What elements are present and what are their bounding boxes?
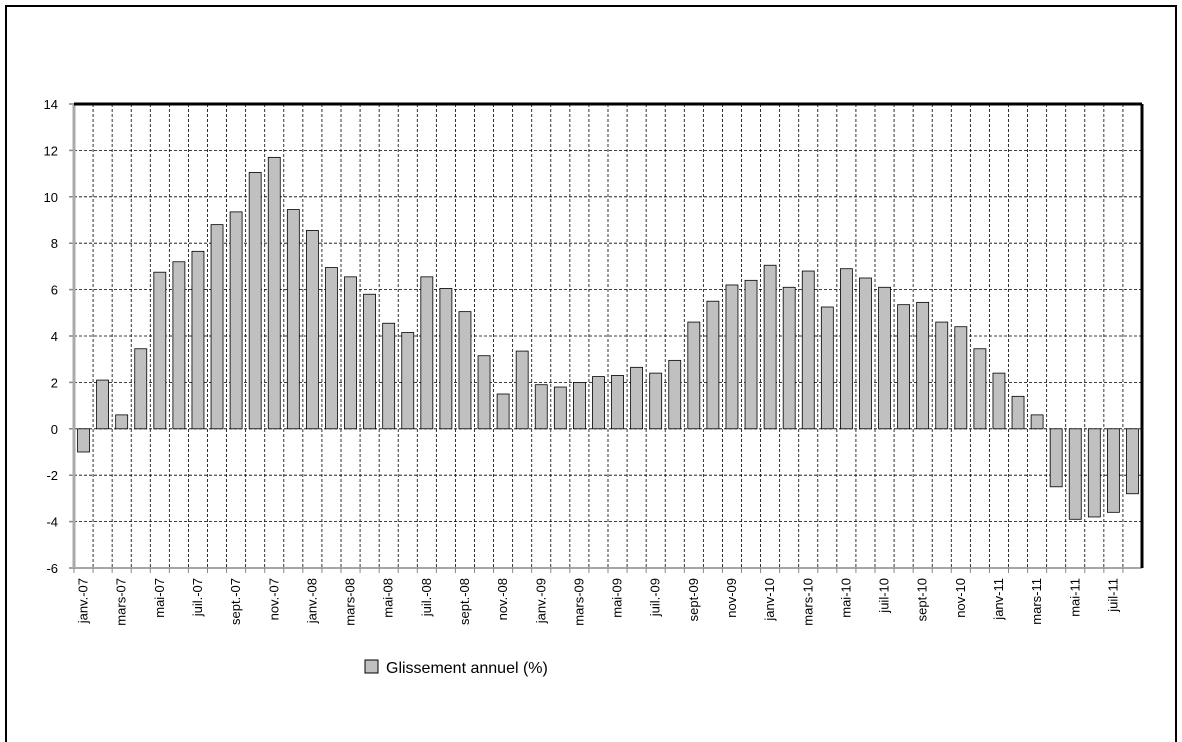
bar [611,375,624,430]
bar [763,264,777,430]
bar [935,321,949,430]
bar [553,386,567,430]
x-tick-label: juil-10 [877,578,892,614]
legend-swatch [364,659,379,674]
x-tick-label: mars-08 [343,578,358,626]
bar [458,311,472,430]
y-tick-label: 6 [51,283,58,298]
x-tick-label: nov-10 [953,578,968,618]
bar [134,348,148,430]
bar [592,376,605,430]
bar [77,428,90,453]
bar [534,384,548,430]
bar [305,230,319,430]
bar [1087,428,1101,518]
bar [1049,428,1063,488]
y-tick-label: -4 [46,515,58,530]
bar [649,372,663,430]
x-tick-label: mai-07 [152,578,167,618]
bar [420,276,434,430]
bar [897,304,911,430]
bar [954,326,968,430]
bar [725,284,739,430]
bar [153,271,167,430]
x-tick-label: sept-09 [686,578,701,621]
y-tick-label: 12 [44,143,58,158]
bar [706,300,720,430]
bar [572,381,586,430]
x-tick-label: nov.-08 [495,578,510,620]
bar [782,286,796,430]
bar [820,306,834,430]
bar [801,270,815,430]
bar [363,293,377,430]
bar [839,268,853,430]
bar [115,414,129,430]
x-tick-label: mars-11 [1029,578,1044,625]
bar [744,279,758,430]
x-tick-label: janv.-08 [304,578,319,624]
y-tick-label: 0 [51,422,58,437]
x-tick-label: janv-10 [762,578,777,622]
bar [248,172,262,430]
bar [344,276,357,430]
x-tick-label: mars-09 [571,578,586,626]
bar [1030,414,1044,430]
bar [286,209,300,430]
bar [382,322,396,430]
bar [496,393,510,430]
x-tick-label: mai-10 [838,578,853,618]
bar [210,224,224,430]
x-tick-label: sept.-07 [228,578,243,625]
x-tick-label: juil-11 [1105,578,1120,613]
x-tick-label: sept-10 [915,578,930,621]
x-tick-label: mars-10 [800,578,815,626]
x-tick-label: mai-11 [1067,578,1082,617]
x-tick-label: juil.-07 [190,578,205,617]
bar [477,355,491,430]
bar [229,211,243,430]
y-tick-label: 14 [44,97,58,112]
bar [439,288,453,430]
bar [1106,428,1120,513]
x-tick-label: mai-08 [381,578,396,618]
x-tick-label: janv.-09 [533,578,548,624]
x-tick-label: sept.-08 [457,578,472,625]
y-tick-label: 10 [44,190,58,205]
y-tick-label: -6 [46,561,58,576]
bar [992,372,1006,430]
x-tick-label: juil.-09 [648,578,663,617]
bar [172,261,186,430]
bar [630,366,644,430]
bar [515,350,529,430]
bar [1068,428,1082,520]
bar [916,301,930,430]
y-tick-label: 8 [51,236,58,251]
bar [191,250,205,430]
bar [267,156,281,430]
x-tick-label: juil.-08 [419,578,434,617]
bar [973,348,987,430]
bar [878,286,891,430]
x-tick-label: nov.-07 [266,578,281,620]
bar [1011,395,1025,430]
x-tick-label: mars-07 [114,578,129,626]
bar [687,321,701,430]
y-tick-label: 2 [51,375,58,390]
bar [96,379,110,430]
bar [1126,428,1139,495]
x-tick-label: janv.-07 [76,578,91,624]
legend-label: Glissement annuel (%) [386,660,548,677]
x-tick-label: mai-09 [610,578,625,618]
bar [401,332,415,430]
x-tick-label: nov-09 [724,578,739,618]
y-tick-label: -2 [46,468,58,483]
bar [668,359,682,430]
x-tick-label: janv-11 [991,578,1006,621]
bar [859,277,872,430]
bar [325,267,338,430]
y-tick-label: 4 [51,329,58,344]
